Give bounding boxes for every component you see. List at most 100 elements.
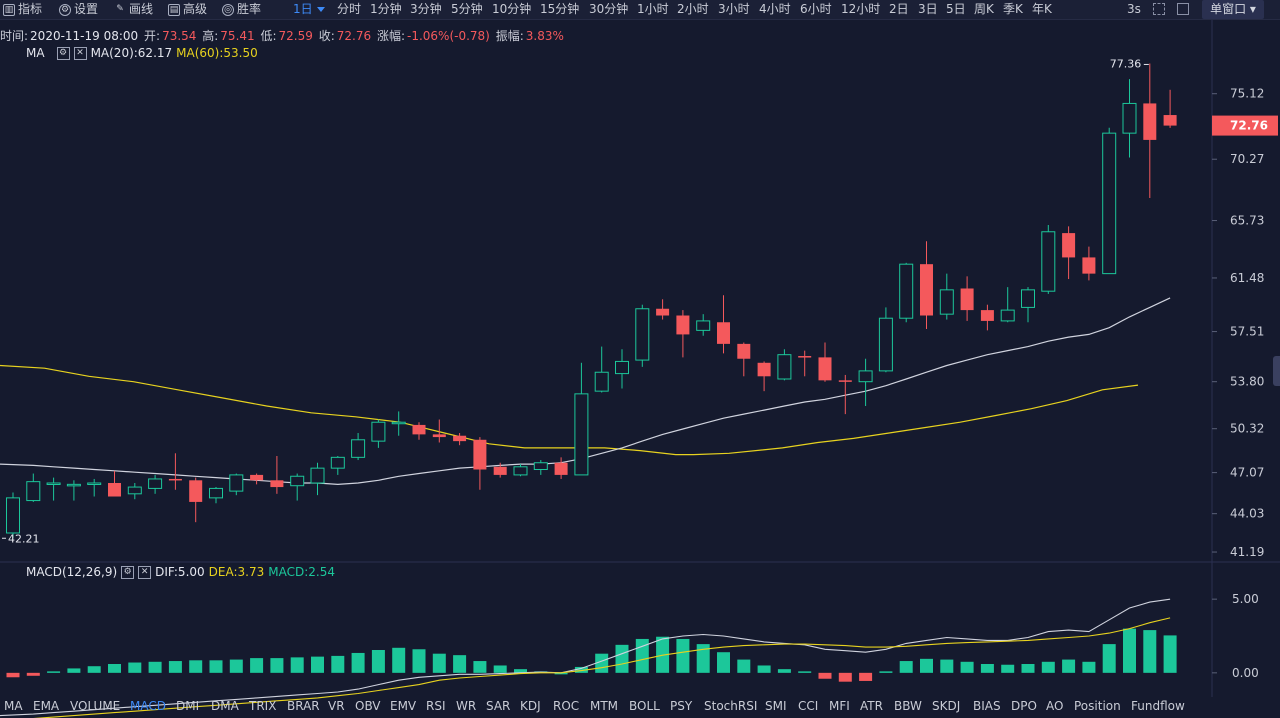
candle-body	[189, 480, 203, 502]
indicator-tab-rsi[interactable]: RSI	[426, 699, 446, 713]
ma60-line	[0, 364, 1139, 456]
refresh-interval[interactable]: 3s	[1127, 2, 1141, 16]
indicator-tab-volume[interactable]: VOLUME	[70, 699, 121, 713]
indicator-tab-roc[interactable]: ROC	[553, 699, 580, 713]
macd-histogram-bar	[838, 672, 852, 682]
indicator-tab-dpo[interactable]: DPO	[1011, 699, 1037, 713]
indicator-tab-ema[interactable]: EMA	[33, 699, 60, 713]
macd-histogram-bar	[392, 647, 406, 673]
indicator-tab-psy[interactable]: PSY	[670, 699, 693, 713]
close-icon[interactable]: ✕	[138, 565, 152, 579]
indicator-tab-boll[interactable]: BOLL	[629, 699, 660, 713]
candle-body	[1000, 309, 1015, 322]
chart-indicator-icon: ▥	[3, 3, 15, 16]
indicator-tab-sar[interactable]: SAR	[486, 699, 511, 713]
timeframe-tab[interactable]: 1小时	[637, 2, 669, 16]
timeframe-tab[interactable]: 6小时	[800, 2, 832, 16]
timeframe-tab[interactable]: 5日	[946, 2, 966, 16]
candle-body	[798, 356, 812, 358]
timeframe-tab[interactable]: 2日	[889, 2, 909, 16]
indicator-tab-position[interactable]: Position	[1074, 699, 1121, 713]
indicator-tab-ao[interactable]: AO	[1046, 699, 1064, 713]
indicator-tab-obv[interactable]: OBV	[355, 699, 381, 713]
time-value: 2020-11-19 08:00	[30, 29, 139, 43]
indicator-tab-bbw[interactable]: BBW	[894, 699, 922, 713]
screenshot-icon[interactable]	[1177, 3, 1189, 15]
timeframe-tab[interactable]: 分时	[337, 2, 362, 16]
timeframe-tab[interactable]: 10分钟	[492, 2, 532, 16]
timeframe-tab[interactable]: 年K	[1032, 2, 1052, 16]
candle-body	[432, 434, 446, 438]
macd-histogram-bar	[1143, 630, 1157, 673]
timeframe-tab[interactable]: 周K	[974, 2, 994, 16]
indicator-tab-skdj[interactable]: SKDJ	[932, 699, 961, 713]
indicator-tab-smi[interactable]: SMI	[765, 699, 787, 713]
macd-histogram-bar	[960, 661, 974, 673]
macd-histogram-bar	[473, 661, 487, 673]
indicator-tab-macd[interactable]: MACD	[130, 699, 166, 713]
indicator-tab-bias[interactable]: BIAS	[973, 699, 1001, 713]
macd-tick-label: 0.00	[1232, 666, 1259, 680]
indicator-tab-cci[interactable]: CCI	[798, 699, 819, 713]
candle-body	[473, 439, 487, 470]
win-rate-tool-label: 胜率	[237, 2, 262, 16]
candle-body	[391, 421, 406, 425]
top-toolbar: ▥ 指标 ⚙ 设置 ✎ 画线 ▤ 高级 ◎ 胜率 1日 分时 1分钟 3分钟 5…	[0, 0, 1280, 20]
indicator-tab-ma[interactable]: MA	[4, 699, 23, 713]
indicator-tab-atr[interactable]: ATR	[860, 699, 883, 713]
indicator-tab-wr[interactable]: WR	[456, 699, 477, 713]
high-label: 高:	[202, 29, 219, 43]
fullscreen-icon[interactable]	[1153, 3, 1165, 15]
low-label: 低:	[260, 29, 277, 43]
indicator-tab-mtm[interactable]: MTM	[590, 699, 619, 713]
timeframe-tab[interactable]: 5分钟	[451, 2, 483, 16]
draw-line-tool-button[interactable]: ✎ 画线	[114, 1, 153, 18]
timeframe-tab[interactable]: 1分钟	[370, 2, 402, 16]
timeframe-tab[interactable]: 15分钟	[540, 2, 580, 16]
macd-histogram-bar	[351, 652, 365, 673]
macd-histogram-bar	[311, 656, 324, 673]
indicator-tool-label: 指标	[18, 2, 43, 16]
ma20-line	[0, 297, 1171, 486]
indicator-tab-dmi[interactable]: DMI	[176, 699, 200, 713]
macd-histogram-bar	[879, 671, 893, 673]
pencil-icon: ✎	[116, 3, 124, 14]
axis-scroll-handle[interactable]	[1273, 356, 1280, 386]
single-window-button[interactable]: 单窗口 ▾	[1202, 0, 1264, 19]
indicator-tab-emv[interactable]: EMV	[390, 699, 417, 713]
timeframe-tab[interactable]: 12小时	[841, 2, 881, 16]
candle-body	[696, 320, 711, 331]
indicator-tab-stochrsi[interactable]: StochRSI	[704, 699, 758, 713]
timeframe-tab[interactable]: 4小时	[759, 2, 791, 16]
indicator-tab-fundflow[interactable]: Fundflow	[1131, 699, 1185, 713]
candle-body	[656, 308, 670, 316]
indicator-tab-brar[interactable]: BRAR	[287, 699, 320, 713]
timeframe-tab[interactable]: 30分钟	[589, 2, 629, 16]
timeframe-1d-dropdown[interactable]: 1日	[293, 1, 325, 18]
indicator-tab-dma[interactable]: DMA	[211, 699, 239, 713]
timeframe-tab[interactable]: 3日	[918, 2, 938, 16]
macd-histogram-bar	[920, 658, 933, 673]
win-rate-tool-button[interactable]: ◎ 胜率	[222, 1, 261, 18]
timeframe-tab[interactable]: 2小时	[677, 2, 709, 16]
gear-icon[interactable]: ⚙	[56, 46, 70, 60]
indicator-tab-mfi[interactable]: MFI	[829, 699, 850, 713]
advanced-tool-button[interactable]: ▤ 高级	[168, 1, 207, 18]
timeframe-tab[interactable]: 季K	[1003, 2, 1023, 16]
candle-body	[493, 466, 507, 475]
candle-body	[960, 288, 974, 311]
settings-tool-button[interactable]: ⚙ 设置	[59, 1, 98, 18]
timeframe-tab[interactable]: 3分钟	[410, 2, 442, 16]
close-icon[interactable]: ✕	[73, 46, 87, 60]
gear-icon[interactable]: ⚙	[121, 565, 135, 579]
macd-histogram-bar	[26, 672, 40, 676]
indicator-tab-trix[interactable]: TRIX	[249, 699, 277, 713]
indicator-tab-vr[interactable]: VR	[328, 699, 345, 713]
macd-histogram-bar	[1021, 664, 1035, 673]
timeframe-tab[interactable]: 3小时	[718, 2, 750, 16]
indicator-tool-button[interactable]: ▥ 指标	[3, 1, 42, 18]
indicator-tab-kdj[interactable]: KDJ	[520, 699, 541, 713]
candle-body	[757, 362, 771, 377]
candle-body	[676, 315, 690, 335]
